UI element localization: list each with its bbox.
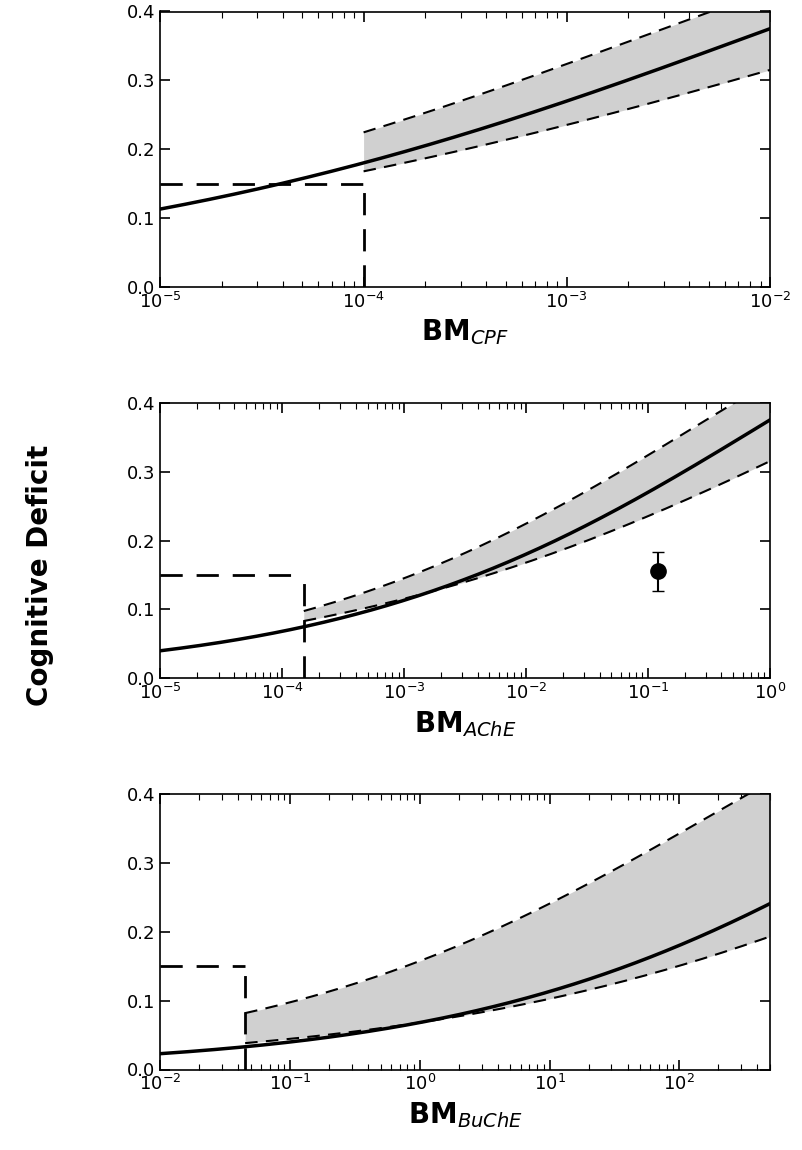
Text: Cognitive Deficit: Cognitive Deficit bbox=[26, 444, 54, 706]
X-axis label: $\mathbf{BM}$$_{\mathit{BuChE}}$: $\mathbf{BM}$$_{\mathit{BuChE}}$ bbox=[407, 1101, 523, 1129]
X-axis label: $\mathbf{BM}$$_{\mathit{AChE}}$: $\mathbf{BM}$$_{\mathit{AChE}}$ bbox=[414, 708, 516, 738]
X-axis label: $\mathbf{BM}$$_{\mathit{CPF}}$: $\mathbf{BM}$$_{\mathit{CPF}}$ bbox=[421, 317, 509, 347]
